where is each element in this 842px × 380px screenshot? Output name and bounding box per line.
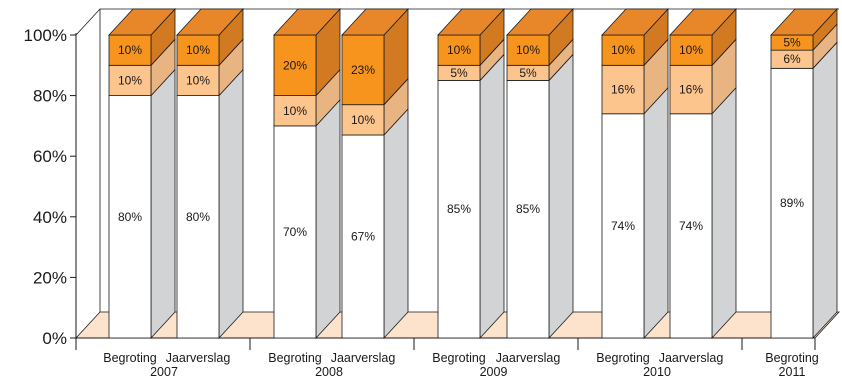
x-group-year-label: 2009 — [480, 365, 508, 379]
bar-value-label: 80% — [186, 210, 210, 224]
bar-value-label: 10% — [611, 43, 635, 57]
bar-segment — [770, 67, 814, 339]
chart-wall-edge — [75, 8, 101, 36]
bar-value-label: 10% — [351, 113, 375, 127]
bar-value-label: 6% — [783, 52, 801, 66]
x-group-year-label: 2010 — [643, 365, 671, 379]
bar-segment — [437, 80, 481, 339]
bar-segment-side — [383, 107, 409, 340]
bar-segment — [341, 134, 385, 339]
bar-value-label: 74% — [679, 219, 703, 233]
bar-segment-side — [218, 68, 244, 340]
x-category-label: Begroting — [268, 351, 322, 365]
bar-7: 74% 16% 10% — [601, 7, 669, 340]
bar-value-label: 85% — [516, 202, 540, 216]
bar-segment-side — [643, 86, 669, 340]
bar-segment-side — [812, 41, 838, 340]
bar-segment — [108, 64, 152, 97]
bar-segment-side — [315, 98, 341, 340]
bar-5: 85% 5% 10% — [437, 7, 505, 340]
x-category-label: Begroting — [432, 351, 486, 365]
bar-value-label: 10% — [283, 104, 307, 118]
bar-4: 67% 10% 23% — [341, 7, 409, 340]
bar-segment — [108, 95, 152, 339]
bar-segment — [341, 34, 385, 106]
bar-1: 80% 10% 10% — [108, 7, 176, 340]
bar-3: 70% 10% 20% — [273, 7, 341, 340]
bar-segment — [506, 80, 550, 339]
bar-segment — [669, 34, 713, 66]
bar-value-label: 5% — [519, 66, 537, 80]
y-tick-label: 40% — [33, 208, 67, 227]
bar-segment — [108, 34, 152, 66]
y-tick-label: 0% — [42, 329, 67, 348]
bar-top — [506, 8, 574, 36]
bar-top — [669, 8, 737, 36]
bar-value-label: 10% — [118, 43, 142, 57]
bar-value-label: 10% — [186, 73, 210, 87]
bar-top — [273, 8, 341, 36]
x-group-year-label: 2007 — [150, 365, 178, 379]
bar-top — [437, 8, 505, 36]
bar-segment — [669, 64, 713, 115]
bar-segment — [601, 34, 645, 66]
bar-segment — [669, 113, 713, 339]
bar-top — [770, 8, 838, 36]
bar-segment — [273, 95, 317, 127]
bar-segment-side — [479, 53, 505, 340]
bar-segment-side — [150, 68, 176, 340]
y-tick-label: 100% — [24, 26, 67, 45]
y-tick-label: 60% — [33, 147, 67, 166]
bar-segment — [601, 113, 645, 339]
bar-segment — [341, 104, 385, 136]
bar-segment — [273, 125, 317, 339]
bar-value-label: 5% — [783, 36, 801, 50]
bar-value-label: 70% — [283, 225, 307, 239]
bar-segment-side — [711, 86, 737, 340]
bar-segment — [176, 95, 220, 339]
bar-segment — [506, 34, 550, 66]
x-category-label: Jaarverslag — [166, 351, 231, 365]
bar-value-label: 23% — [351, 63, 375, 77]
bar-6: 85% 5% 10% — [506, 7, 574, 340]
bar-value-label: 16% — [679, 83, 703, 97]
bar-value-label: 5% — [450, 66, 468, 80]
bar-value-label: 10% — [516, 43, 540, 57]
x-category-label: Begroting — [596, 351, 650, 365]
bar-value-label: 89% — [780, 196, 804, 210]
bar-top — [176, 8, 244, 36]
bar-9: 89% 6% 5% — [770, 7, 838, 340]
x-category-label: Jaarverslag — [331, 351, 396, 365]
bar-segment — [437, 34, 481, 66]
bar-value-label: 67% — [351, 229, 375, 243]
x-group-year-label: 2011 — [779, 365, 806, 379]
bar-top — [108, 8, 176, 36]
bar-2: 80% 10% 10% — [176, 7, 244, 340]
bar-segment-side — [548, 53, 574, 340]
bar-top — [341, 8, 409, 36]
x-category-label: Jaarverslag — [659, 351, 724, 365]
bar-8: 74% 16% 10% — [669, 7, 737, 340]
bar-value-label: 10% — [186, 43, 210, 57]
x-group-year-label: 2008 — [315, 365, 343, 379]
x-category-label: Begroting — [765, 351, 819, 365]
x-category-label: Begroting — [103, 351, 157, 365]
bar-value-label: 10% — [118, 73, 142, 87]
y-tick-label: 80% — [33, 87, 67, 106]
bar-value-label: 80% — [118, 210, 142, 224]
bar-value-label: 10% — [447, 43, 471, 57]
bar-segment — [176, 34, 220, 66]
bar-value-label: 85% — [447, 202, 471, 216]
bar-value-label: 74% — [611, 219, 635, 233]
bar-segment — [273, 34, 317, 96]
bar-top — [601, 8, 669, 36]
bar-value-label: 10% — [679, 43, 703, 57]
y-tick-label: 20% — [33, 268, 67, 287]
bar-value-label: 20% — [283, 58, 307, 72]
x-category-label: Jaarverslag — [496, 351, 561, 365]
bar-value-label: 16% — [611, 83, 635, 97]
